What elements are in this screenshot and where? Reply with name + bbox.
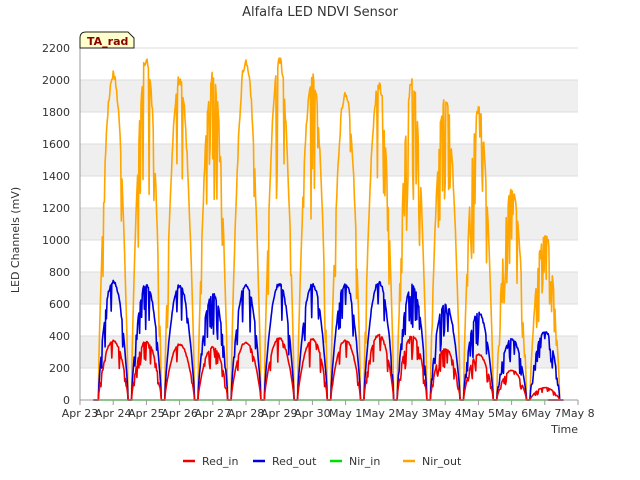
x-tick-label: May 5 bbox=[462, 407, 495, 420]
y-tick-label: 600 bbox=[49, 298, 70, 311]
legend-label: Nir_out bbox=[422, 455, 462, 468]
y-tick-label: 1200 bbox=[42, 202, 70, 215]
y-tick-label: 400 bbox=[49, 330, 70, 343]
y-tick-label: 1000 bbox=[42, 234, 70, 247]
x-tick-label: Apr 30 bbox=[294, 407, 331, 420]
x-tick-label: May 6 bbox=[495, 407, 528, 420]
plot-band bbox=[80, 272, 578, 304]
y-tick-label: 1800 bbox=[42, 106, 70, 119]
y-tick-label: 0 bbox=[63, 394, 70, 407]
x-tick-label: Apr 29 bbox=[261, 407, 298, 420]
y-tick-label: 2000 bbox=[42, 74, 70, 87]
legend-label: Red_in bbox=[202, 455, 238, 468]
y-tick-label: 200 bbox=[49, 362, 70, 375]
legend-label: Nir_in bbox=[349, 455, 380, 468]
ta-rad-badge: TA_rad bbox=[79, 31, 135, 49]
x-tick-label: Apr 26 bbox=[161, 407, 198, 420]
legend-label: Red_out bbox=[272, 455, 317, 468]
plot-band bbox=[80, 336, 578, 368]
y-tick-label: 2200 bbox=[42, 42, 70, 55]
x-tick-label: Apr 25 bbox=[128, 407, 165, 420]
badge-label: TA_rad bbox=[87, 35, 128, 48]
x-tick-label: Apr 23 bbox=[62, 407, 99, 420]
y-tick-label: 800 bbox=[49, 266, 70, 279]
chart-title: Alfalfa LED NDVI Sensor bbox=[242, 5, 399, 20]
x-tick-label: May 2 bbox=[362, 407, 395, 420]
y-axis-label: LED Channels (mV) bbox=[9, 187, 22, 293]
y-tick-label: 1400 bbox=[42, 170, 70, 183]
plot-band bbox=[80, 80, 578, 112]
x-tick-label: Apr 27 bbox=[195, 407, 232, 420]
plot-band bbox=[80, 208, 578, 240]
plot-band bbox=[80, 144, 578, 176]
legend: Red_in Red_out Nir_in Nir_out bbox=[183, 455, 462, 468]
y-tick-label: 1600 bbox=[42, 138, 70, 151]
x-tick-label: May 4 bbox=[429, 407, 462, 420]
x-tick-label: Apr 24 bbox=[95, 407, 132, 420]
x-tick-label: Apr 28 bbox=[228, 407, 265, 420]
x-tick-label: May 8 bbox=[561, 407, 594, 420]
x-tick-label: May 1 bbox=[329, 407, 362, 420]
x-axis-label: Time bbox=[550, 423, 578, 436]
x-tick-label: May 7 bbox=[528, 407, 561, 420]
x-tick-label: May 3 bbox=[395, 407, 428, 420]
